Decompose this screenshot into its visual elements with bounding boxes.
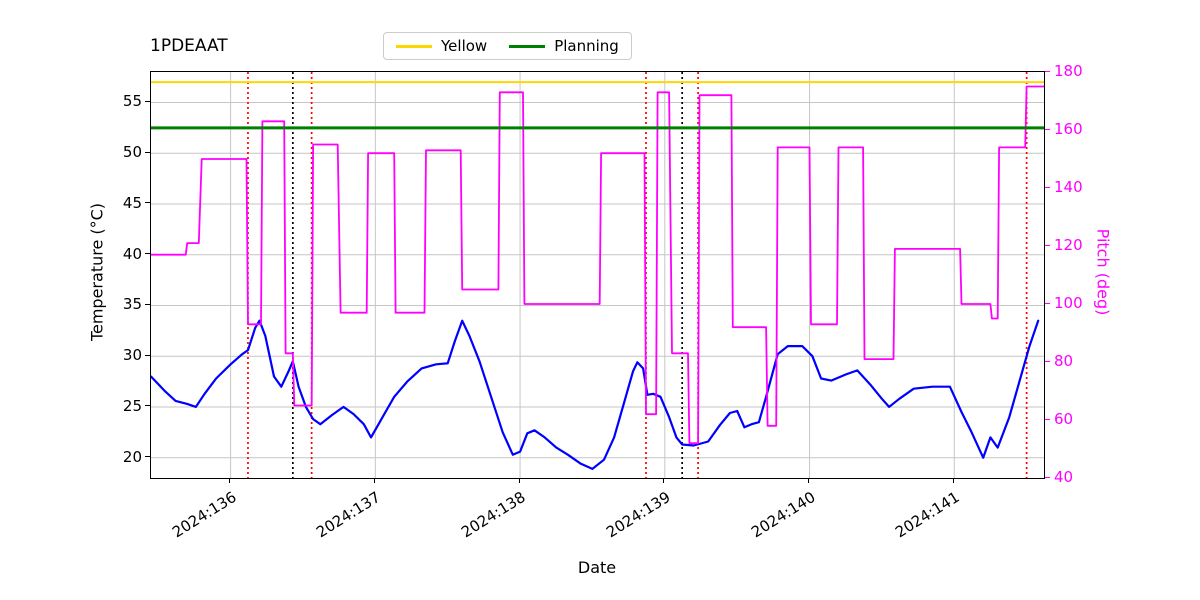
x-tick-mark <box>518 478 520 483</box>
y-tick-mark-left <box>145 303 150 305</box>
legend-item-planning: Planning <box>509 37 619 55</box>
series-temperature <box>151 319 1040 470</box>
y-tick-label-right: 160 <box>1054 120 1083 138</box>
x-tick-label: 2024:141 <box>892 488 963 542</box>
y-tick-mark-right <box>1045 302 1050 304</box>
y-tick-label-left: 25 <box>122 396 142 415</box>
y-tick-label-left: 40 <box>122 244 142 263</box>
x-tick-label: 2024:137 <box>313 488 384 542</box>
plot-area <box>150 71 1045 479</box>
y-tick-mark-left <box>145 354 150 356</box>
y-tick-mark-right <box>1045 70 1050 72</box>
x-tick-mark <box>229 478 231 483</box>
y-tick-mark-left <box>145 253 150 255</box>
legend-planning-line-swatch <box>509 44 546 48</box>
y-tick-label-right: 60 <box>1054 410 1074 428</box>
series-pitch <box>151 85 1044 445</box>
x-tick-mark <box>808 478 810 483</box>
y-tick-mark-left <box>145 405 150 407</box>
x-tick-label: 2024:138 <box>458 488 529 542</box>
legend: Yellow Planning <box>383 32 632 60</box>
y-tick-label-left: 20 <box>122 447 142 466</box>
x-tick-label: 2024:140 <box>747 488 819 542</box>
y-tick-label-right: 80 <box>1054 352 1074 370</box>
y-tick-label-right: 140 <box>1054 178 1083 196</box>
y-tick-mark-right <box>1045 128 1050 130</box>
y-axis-label-right: Pitch (deg) <box>1093 228 1113 316</box>
y-tick-mark-right <box>1045 186 1050 188</box>
y-tick-mark-left <box>145 100 150 102</box>
y-tick-label-left: 45 <box>122 193 142 212</box>
y-tick-label-right: 120 <box>1054 236 1083 254</box>
y-axis-label-left: Temperature (°C) <box>87 202 107 342</box>
y-tick-label-left: 55 <box>122 92 142 111</box>
x-tick-label: 2024:136 <box>168 488 240 542</box>
y-tick-mark-left <box>145 456 150 458</box>
y-tick-mark-left <box>145 202 150 204</box>
legend-yellow-label: Yellow <box>441 37 488 55</box>
y-tick-mark-right <box>1045 360 1050 362</box>
y-tick-mark-right <box>1045 476 1050 478</box>
x-tick-mark <box>952 478 954 483</box>
legend-yellow-line-swatch <box>396 44 432 48</box>
y-tick-label-right: 180 <box>1054 62 1083 80</box>
y-tick-mark-left <box>145 151 150 153</box>
y-tick-label-right: 40 <box>1054 468 1074 486</box>
x-tick-mark <box>373 478 375 483</box>
y-tick-label-left: 35 <box>122 295 142 314</box>
y-tick-label-right: 100 <box>1054 294 1083 312</box>
legend-item-yellow: Yellow <box>396 37 487 55</box>
y-tick-mark-right <box>1045 244 1050 246</box>
y-tick-mark-right <box>1045 418 1050 420</box>
plot-canvas <box>151 72 1044 478</box>
x-tick-mark <box>663 478 665 483</box>
legend-planning-label: Planning <box>554 37 619 55</box>
x-axis-label: Date <box>577 558 617 577</box>
y-tick-label-left: 50 <box>122 143 142 162</box>
y-tick-label-left: 30 <box>122 346 142 365</box>
chart-title: 1PDEAAT <box>150 36 228 56</box>
